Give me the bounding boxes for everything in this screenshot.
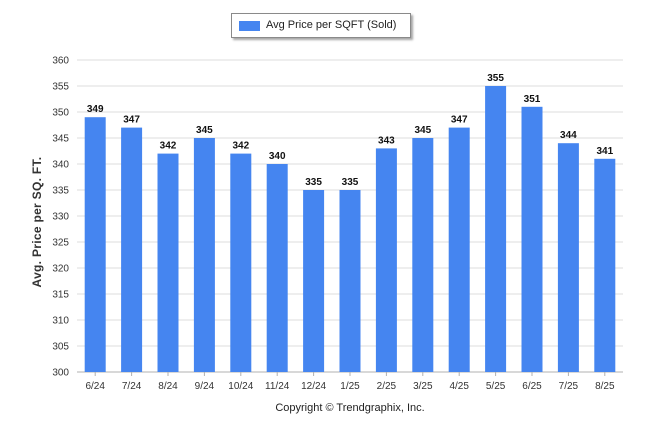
bar — [412, 138, 434, 372]
y-tick-label: 315 — [52, 290, 69, 301]
y-axis-label: Avg. Price per SQ. FT. — [30, 156, 44, 288]
y-tick-label: 305 — [52, 342, 69, 353]
bar — [485, 86, 507, 372]
y-tick-label: 355 — [52, 82, 69, 93]
bar — [84, 117, 106, 372]
y-tick-label: 320 — [52, 264, 69, 275]
data-label: 343 — [378, 135, 395, 146]
data-label: 351 — [524, 94, 541, 105]
x-tick-label: 6/24 — [85, 381, 105, 392]
bar — [448, 127, 470, 372]
y-tick-label: 310 — [52, 316, 69, 327]
data-label: 345 — [414, 125, 431, 136]
bar — [121, 127, 143, 372]
y-tick-label: 335 — [52, 186, 69, 197]
x-tick-label: 8/25 — [595, 381, 615, 392]
data-label: 335 — [342, 177, 359, 188]
x-tick-label: 1/25 — [340, 381, 360, 392]
chart-legend: Avg Price per SQFT (Sold) — [231, 13, 411, 38]
x-tick-label: 5/25 — [486, 381, 506, 392]
data-label: 342 — [160, 141, 177, 152]
y-tick-label: 350 — [52, 108, 69, 119]
bar — [339, 190, 361, 372]
x-tick-label: 9/24 — [195, 381, 215, 392]
x-tick-label: 7/25 — [559, 381, 579, 392]
data-label: 342 — [232, 141, 249, 152]
data-label: 355 — [487, 73, 504, 84]
copyright-text: Copyright © Trendgraphix, Inc. — [275, 402, 425, 414]
data-label: 344 — [560, 130, 577, 141]
data-label: 335 — [305, 177, 322, 188]
y-tick-label: 360 — [52, 56, 69, 67]
data-label: 349 — [87, 104, 104, 115]
bar — [594, 158, 616, 372]
bar — [557, 143, 579, 372]
bar — [193, 138, 215, 372]
x-tick-label: 3/25 — [413, 381, 433, 392]
y-tick-label: 340 — [52, 160, 69, 171]
bar — [375, 148, 397, 372]
data-label: 347 — [451, 115, 468, 126]
x-tick-label: 6/25 — [522, 381, 542, 392]
data-label: 345 — [196, 125, 213, 136]
legend-label: Avg Price per SQFT (Sold) — [266, 19, 397, 31]
legend-swatch — [239, 21, 260, 31]
x-tick-label: 12/24 — [301, 381, 326, 392]
bar — [230, 153, 252, 372]
x-tick-label: 10/24 — [228, 381, 253, 392]
x-tick-label: 11/24 — [265, 381, 290, 392]
y-tick-label: 300 — [52, 368, 69, 379]
y-tick-label: 330 — [52, 212, 69, 223]
data-label: 347 — [123, 115, 140, 126]
y-tick-label: 325 — [52, 238, 69, 249]
data-label: 341 — [596, 146, 613, 157]
data-label: 340 — [269, 151, 286, 162]
bar — [266, 164, 288, 372]
bar — [521, 106, 543, 373]
x-tick-label: 2/25 — [377, 381, 397, 392]
x-tick-label: 8/24 — [158, 381, 178, 392]
x-tick-label: 4/25 — [449, 381, 469, 392]
x-tick-label: 7/24 — [122, 381, 142, 392]
bar — [157, 153, 179, 372]
y-tick-label: 345 — [52, 134, 69, 145]
bar — [303, 190, 325, 372]
